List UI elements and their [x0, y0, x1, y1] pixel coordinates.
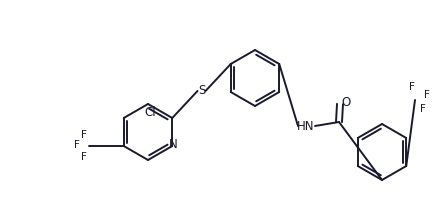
Text: N: N: [169, 138, 177, 152]
Text: O: O: [341, 97, 351, 109]
Text: F: F: [424, 90, 430, 100]
Text: F: F: [81, 152, 87, 162]
Text: S: S: [198, 84, 205, 97]
Text: F: F: [81, 130, 87, 140]
Text: Cl: Cl: [144, 106, 156, 120]
Text: F: F: [74, 140, 80, 150]
Text: F: F: [409, 82, 415, 92]
Text: HN: HN: [297, 120, 315, 132]
Text: F: F: [420, 104, 426, 114]
